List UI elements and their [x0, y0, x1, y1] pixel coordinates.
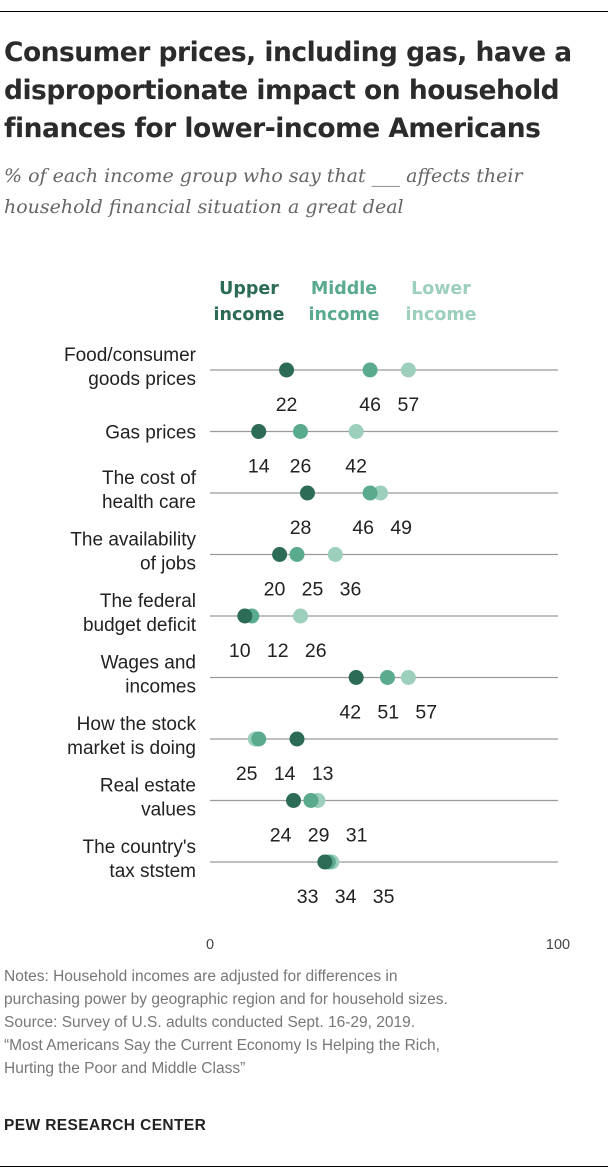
data-point: [400, 670, 416, 685]
value-label: 34: [335, 886, 357, 908]
value-label: 20: [264, 579, 286, 601]
notes-line: Notes: Household incomes are adjusted fo…: [4, 968, 398, 985]
value-label: 35: [373, 886, 395, 908]
value-label: 22: [276, 394, 298, 416]
value-label: 46: [359, 394, 381, 416]
value-label: 10: [229, 640, 251, 662]
brand-footer: PEW RESEARCH CENTER: [4, 1117, 207, 1134]
category-label: market is doing: [67, 738, 196, 759]
data-point: [272, 547, 288, 562]
value-label: 42: [339, 702, 361, 724]
data-point: [362, 362, 378, 378]
value-label: 29: [308, 825, 330, 847]
value-label: 36: [340, 579, 362, 601]
chart-subtitle: % of each income group who say that ___ …: [4, 165, 523, 218]
data-point: [348, 424, 364, 439]
category-label: goods prices: [88, 369, 196, 390]
value-label: 26: [290, 456, 312, 478]
category-label: The federal: [100, 591, 196, 612]
category-label: The cost of: [102, 468, 197, 489]
data-point: [379, 670, 395, 685]
value-label: 25: [302, 579, 324, 601]
value-label: 24: [270, 825, 292, 847]
category-label: of jobs: [140, 554, 196, 575]
value-label: 14: [274, 763, 296, 785]
category-label: The country's: [83, 837, 196, 858]
value-label: 51: [377, 702, 399, 724]
value-label: 33: [297, 886, 319, 908]
category-label: Food/consumer: [64, 345, 197, 366]
data-point: [348, 670, 364, 685]
x-tick-label: 0: [206, 937, 214, 953]
legend-label: Lower: [411, 279, 471, 299]
data-point: [237, 608, 253, 624]
notes-line: purchasing power by geographic region an…: [4, 991, 448, 1008]
data-point: [286, 793, 302, 808]
legend-label: income: [309, 305, 380, 325]
dot-chart: Upper income Middle income Lower income Food/c…: [64, 279, 570, 953]
value-label: 57: [415, 702, 437, 724]
data-point: [251, 424, 267, 439]
category-label: The availability: [70, 530, 196, 551]
data-point: [292, 608, 308, 624]
value-label: 42: [345, 456, 367, 478]
category-label: Gas prices: [105, 423, 196, 444]
legend-label: income: [406, 305, 477, 325]
value-label: 31: [346, 825, 368, 847]
data-point: [289, 731, 305, 747]
data-point: [292, 424, 308, 439]
category-label: health care: [102, 492, 196, 513]
value-label: 12: [267, 640, 289, 662]
data-point: [400, 362, 416, 378]
notes: Notes: Household incomes are adjusted fo…: [4, 965, 604, 1080]
data-point: [373, 485, 389, 501]
data-point: [317, 854, 333, 870]
data-point: [327, 547, 343, 562]
data-point: [303, 793, 319, 808]
category-label: budget deficit: [83, 615, 197, 636]
value-label: 49: [390, 517, 412, 539]
category-label: How the stock: [77, 714, 197, 735]
legend-label: income: [214, 305, 285, 325]
category-label: Real estate: [100, 776, 196, 797]
top-rule: [0, 11, 608, 12]
data-point: [299, 485, 315, 501]
data-point: [362, 485, 378, 501]
data-point: [251, 731, 267, 747]
value-label: 28: [290, 517, 312, 539]
value-label: 57: [398, 394, 420, 416]
bottom-rule: [0, 1166, 608, 1167]
value-label: 26: [305, 640, 327, 662]
notes-line: Hurting the Poor and Middle Class”: [4, 1060, 246, 1077]
x-tick-label: 100: [546, 937, 570, 953]
value-label: 14: [248, 456, 270, 478]
category-label: values: [141, 800, 196, 821]
legend-label: Upper: [219, 279, 279, 299]
chart-title: Consumer prices, including gas, have a d…: [4, 37, 572, 144]
category-label: Wages and: [101, 653, 196, 674]
value-label: 25: [236, 763, 258, 785]
category-label: tax ststem: [109, 861, 196, 882]
legend-label: Middle: [311, 279, 377, 299]
notes-line: “Most Americans Say the Current Economy …: [4, 1037, 440, 1054]
data-point: [289, 547, 305, 562]
notes-line: Source: Survey of U.S. adults conducted …: [4, 1014, 415, 1031]
data-point: [279, 362, 295, 378]
value-label: 13: [312, 763, 334, 785]
category-label: incomes: [125, 677, 196, 698]
value-label: 46: [352, 517, 374, 539]
